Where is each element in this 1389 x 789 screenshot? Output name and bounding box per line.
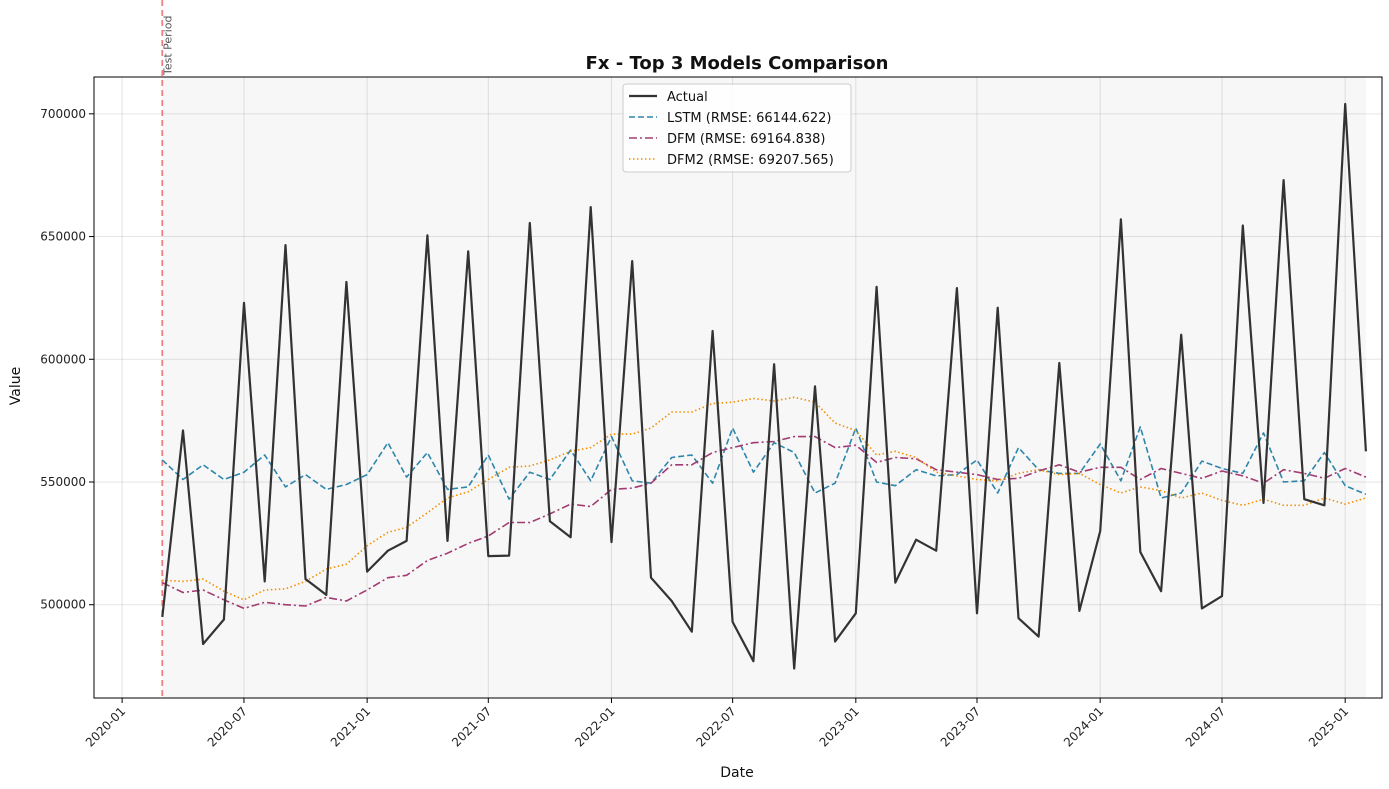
x-tick-label: 2020-01 [83,704,128,749]
y-axis: 500000 550000 600000 650000 700000 [40,107,94,612]
series-line [161,435,1367,610]
legend-label: LSTM (RMSE: 66144.622) [667,111,831,126]
x-tick-label: 2025-01 [1306,704,1351,749]
x-tick-label: 2020-07 [205,704,250,749]
x-axis: 2020-01 2020-07 2021-01 2021-07 2022-01 2022-… [83,698,1351,750]
legend-box [622,83,852,173]
test-period-label: Test Period [161,16,174,76]
plot-background [94,77,1382,698]
x-tick-label: 2021-07 [449,704,494,749]
x-tick-label: 2021-01 [328,704,373,749]
legend-label: Actual [667,90,708,105]
series-layer [161,102,1367,670]
x-axis-label: Date [720,765,753,781]
x-tick-label: 2022-01 [572,704,617,749]
x-tick-label: 2022-07 [693,704,738,749]
series-line [162,396,1367,601]
grid [94,77,1382,698]
y-tick-label: 500000 [40,598,86,612]
y-tick-label: 600000 [40,352,86,366]
y-tick-label: 650000 [40,230,86,244]
legend-label: DFM (RMSE: 69164.838) [667,132,826,147]
y-tick-label: 550000 [40,475,86,489]
legend: Actual LSTM (RMSE: 66144.622) DFM (RMSE: 6… [622,83,852,173]
series-line [161,425,1367,501]
chart-title: Fx - Top 3 Models Comparison [586,53,889,74]
x-tick-label: 2024-01 [1061,704,1106,749]
x-tick-label: 2023-07 [938,704,983,749]
x-tick-label: 2024-07 [1183,704,1228,749]
plot-frame [93,76,1383,699]
x-tick-label: 2023-01 [817,704,862,749]
y-axis-label: Value [8,367,24,405]
legend-label: DFM2 (RMSE: 69207.565) [667,153,834,168]
series-line [161,102,1367,670]
y-tick-label: 700000 [40,107,86,121]
